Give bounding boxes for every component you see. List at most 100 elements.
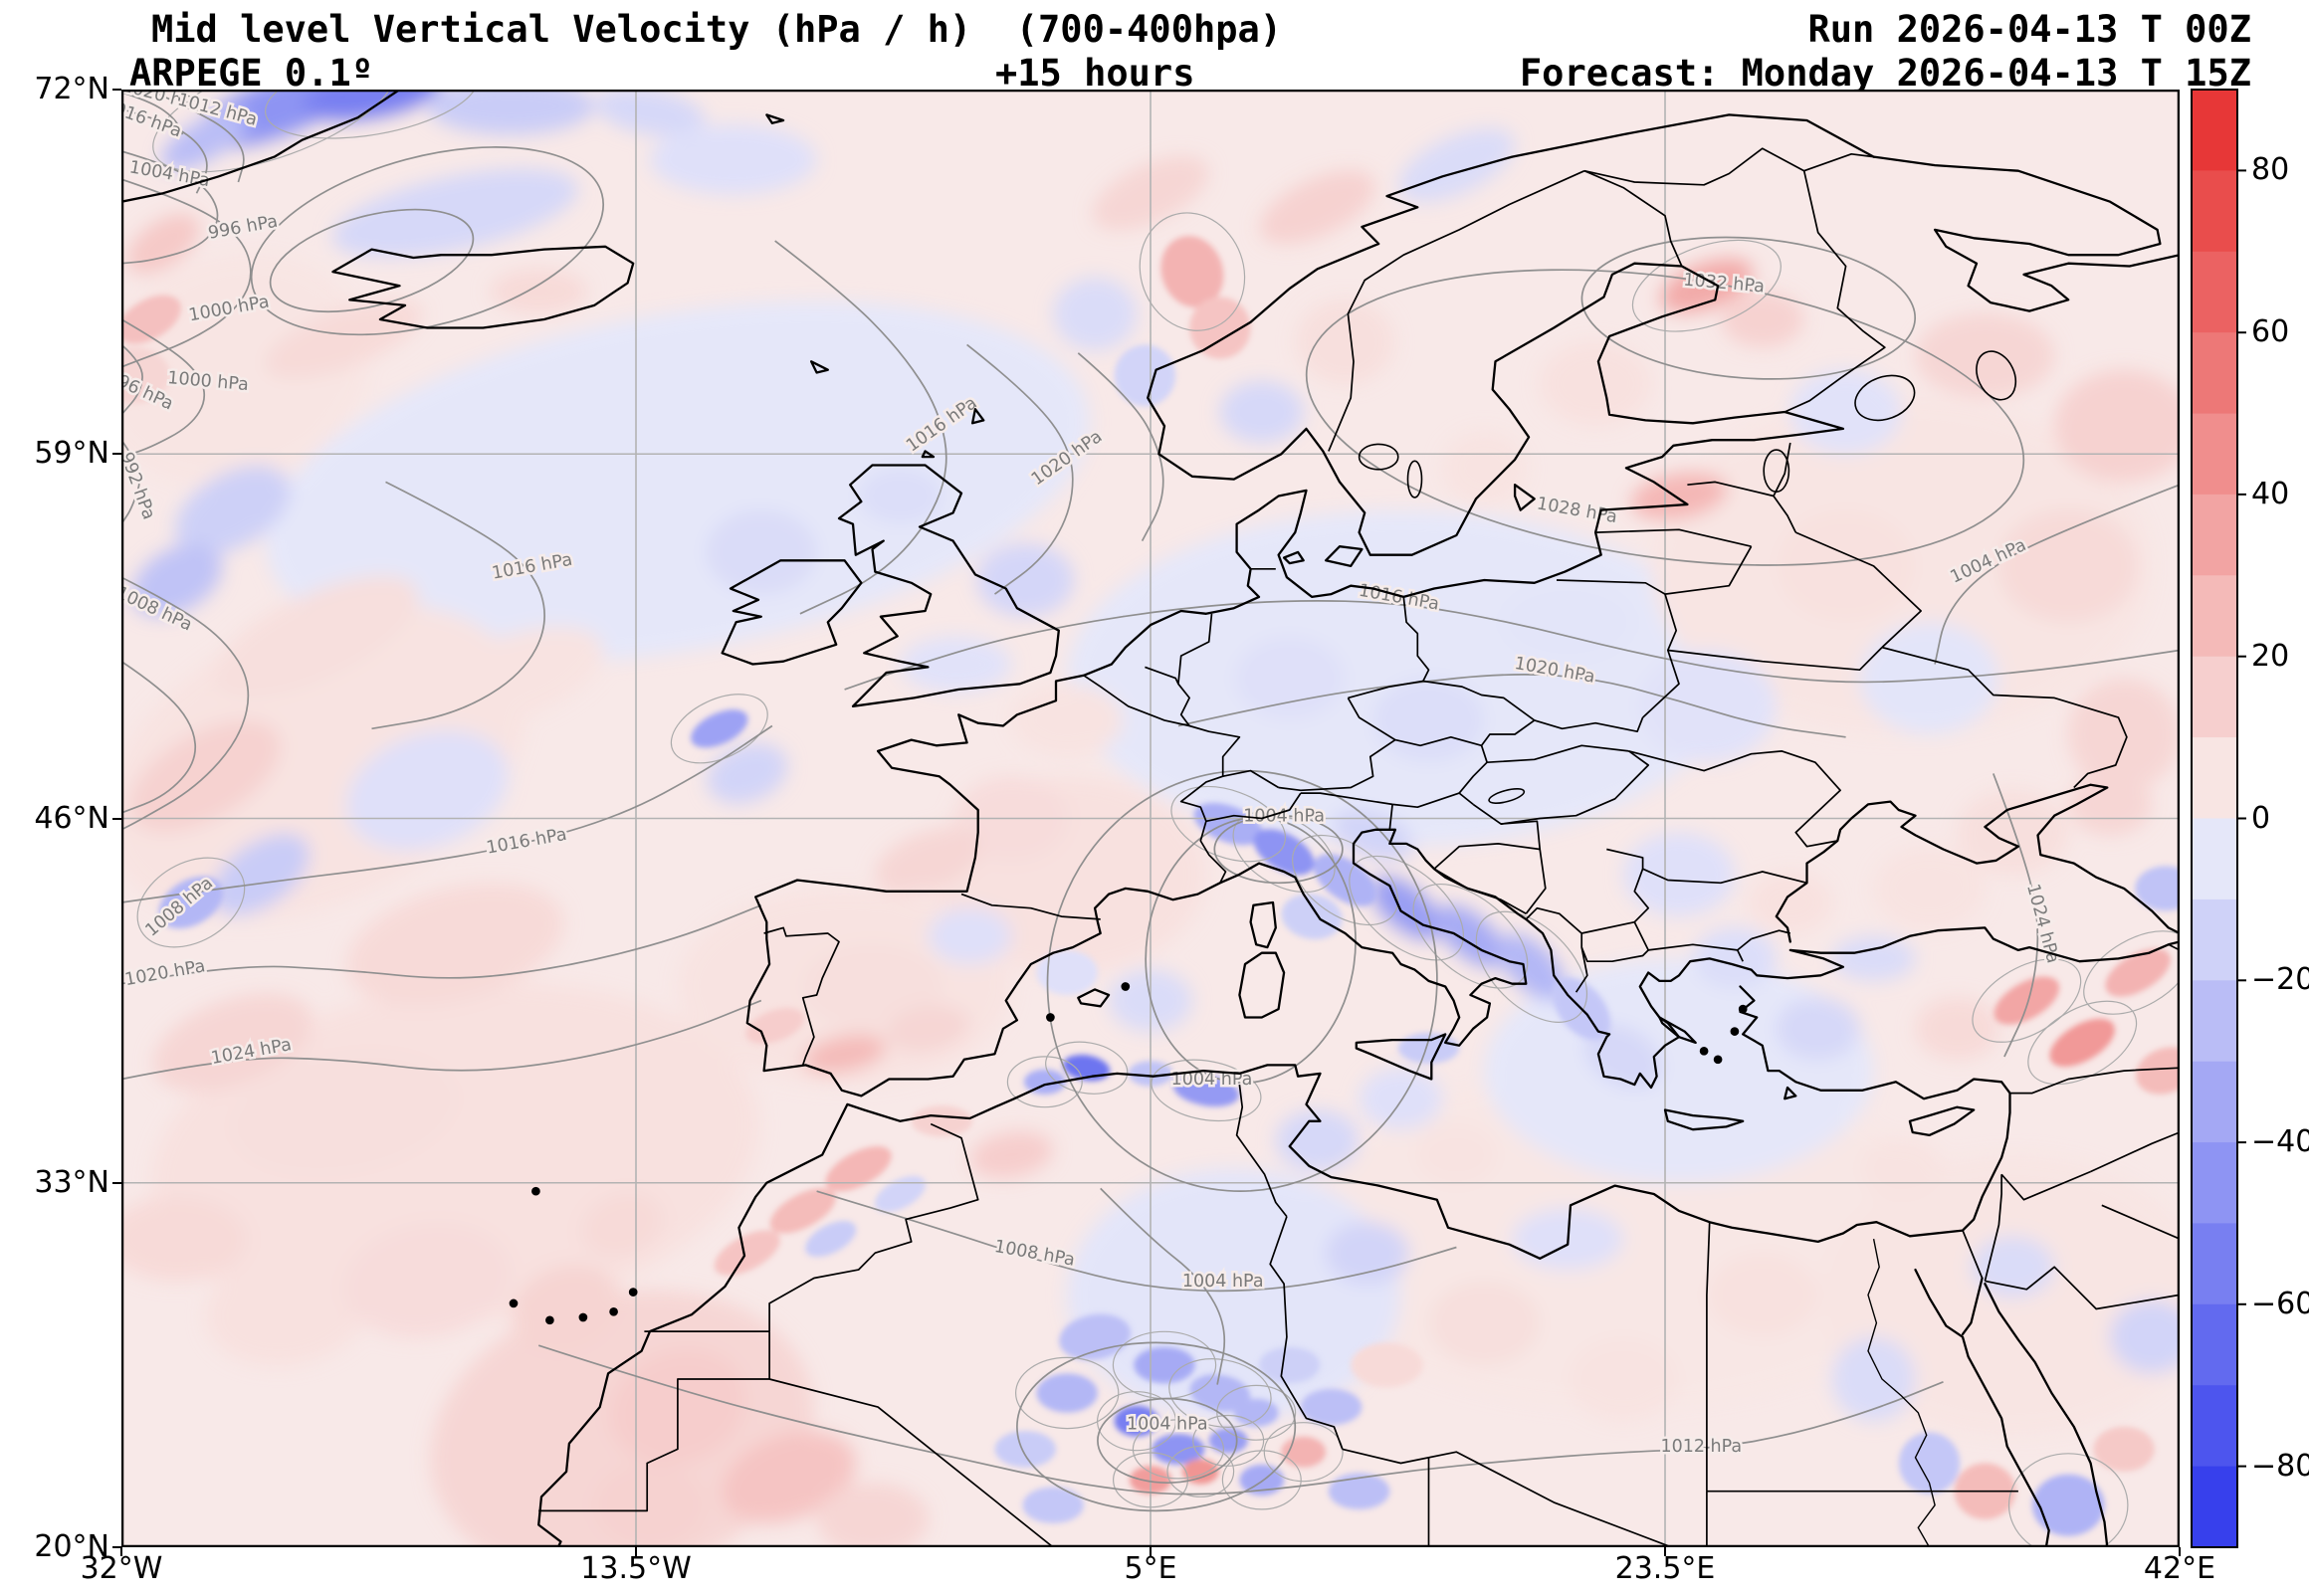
field-blob <box>805 1221 857 1258</box>
field-blob <box>1253 829 1315 876</box>
field-blob <box>722 1431 856 1523</box>
isobar-label: 1004 hPa <box>1127 1415 1208 1435</box>
field-blob <box>581 1192 663 1258</box>
isobar-line <box>121 439 140 525</box>
isobar-label: 1004 hPa <box>1243 806 1325 826</box>
coastline <box>537 985 2011 1547</box>
field-blob <box>1831 1336 1916 1422</box>
field-blob <box>1233 1398 1279 1427</box>
lake-outline <box>1854 374 1916 422</box>
field-blob <box>332 168 578 258</box>
velocity-outline <box>136 857 246 948</box>
velocity-outline <box>1292 834 1399 926</box>
field-blob <box>1259 170 1375 245</box>
isobar-line <box>121 343 143 416</box>
colorbar-tick-label: −80 <box>2251 1448 2309 1484</box>
isobar-label: 1012 hPa <box>1660 1437 1742 1457</box>
isobar-line <box>966 343 1074 595</box>
field-blob <box>1498 933 1566 1001</box>
field-blob <box>886 1005 969 1053</box>
field-blob <box>2068 773 2152 836</box>
coastline <box>1961 1277 1984 1336</box>
isobar-line <box>1177 674 1846 738</box>
field-blob <box>1160 236 1224 308</box>
field-blob <box>802 944 943 1029</box>
field-layer-soft <box>121 90 2180 1547</box>
field-blob <box>490 269 588 314</box>
field-blob <box>1994 976 2060 1025</box>
country-border <box>1278 738 1396 792</box>
field-blob <box>1915 313 2055 398</box>
coastline <box>1984 1283 2109 1547</box>
field-blob <box>131 543 222 617</box>
field-blob <box>1300 1388 1363 1426</box>
small-island <box>1730 1027 1740 1036</box>
country-border <box>1487 744 1629 764</box>
isobar-loop <box>1145 816 1357 1085</box>
country-border <box>1525 906 1582 934</box>
small-island <box>1738 1004 1748 1014</box>
field-blob <box>714 1230 780 1276</box>
lake-outline <box>1976 350 2017 401</box>
velocity-outline <box>1170 785 1287 863</box>
field-blob <box>1023 1069 1066 1095</box>
colorbar <box>2191 89 2246 1548</box>
country-border <box>1388 804 1393 830</box>
field-blob <box>1219 381 1304 443</box>
isobar-line <box>774 240 947 615</box>
field-blob <box>175 465 291 555</box>
field-blob <box>858 468 943 524</box>
field-blob <box>427 90 594 135</box>
country-border <box>1794 531 1922 649</box>
colorbar-tick-label: −60 <box>2251 1286 2309 1321</box>
velocity-outline <box>152 90 397 173</box>
field-blob <box>161 109 249 170</box>
run-label: Run 2026-04-13 T 00Z <box>1807 8 2251 51</box>
country-border <box>1706 1222 1711 1492</box>
y-tick-label: 59°N <box>34 436 109 472</box>
country-border <box>1595 528 1752 548</box>
field-blob <box>344 1224 511 1338</box>
field-layer-sharp <box>121 236 2180 1536</box>
model-label: ARPEGE 0.1º <box>129 52 374 95</box>
country-border <box>2101 1204 2180 1240</box>
country-border <box>1222 769 1280 789</box>
country-border <box>1773 496 1797 533</box>
coastline-layer <box>121 90 2180 1547</box>
field-blob <box>1233 636 1346 720</box>
colorbar-segment <box>2192 1223 2237 1305</box>
isobar-line <box>371 481 545 730</box>
country-border <box>1737 937 1753 951</box>
velocity-outline <box>1221 1450 1302 1510</box>
lead-time-label: +15 hours <box>995 52 1195 95</box>
field-blob <box>1114 1405 1159 1437</box>
field-blob <box>1172 1074 1240 1107</box>
colorbar-segment <box>2192 90 2237 171</box>
field-blob <box>874 828 981 894</box>
country-border <box>1177 683 1190 727</box>
field-blob <box>418 626 604 730</box>
velocity-outline <box>1151 1059 1262 1122</box>
field-blob <box>303 90 441 120</box>
field-blob <box>234 1054 455 1172</box>
colorbar-tick-label: −20 <box>2251 962 2309 998</box>
small-island <box>1713 1055 1723 1065</box>
coastline <box>1775 783 2180 943</box>
field-blob <box>1776 997 1860 1060</box>
colorbar-segment <box>2192 413 2237 496</box>
island-or-coast <box>921 450 936 459</box>
country-border <box>1664 545 1753 595</box>
isobar-loop <box>1305 269 2025 566</box>
colorbar-segment <box>2192 980 2237 1063</box>
isobar-loop <box>1580 236 1917 380</box>
field-blob <box>1326 1222 1409 1285</box>
field-blob <box>1189 297 1251 359</box>
field-blob <box>1414 1123 1499 1186</box>
island-or-coast <box>1238 951 1286 1019</box>
island-or-coast <box>1663 1108 1745 1131</box>
x-tick-mark <box>1150 1547 1152 1556</box>
isobar-line <box>1100 1187 1226 1385</box>
country-border <box>1205 792 1302 823</box>
field-blob <box>266 300 1090 664</box>
isobar-line <box>121 904 762 985</box>
